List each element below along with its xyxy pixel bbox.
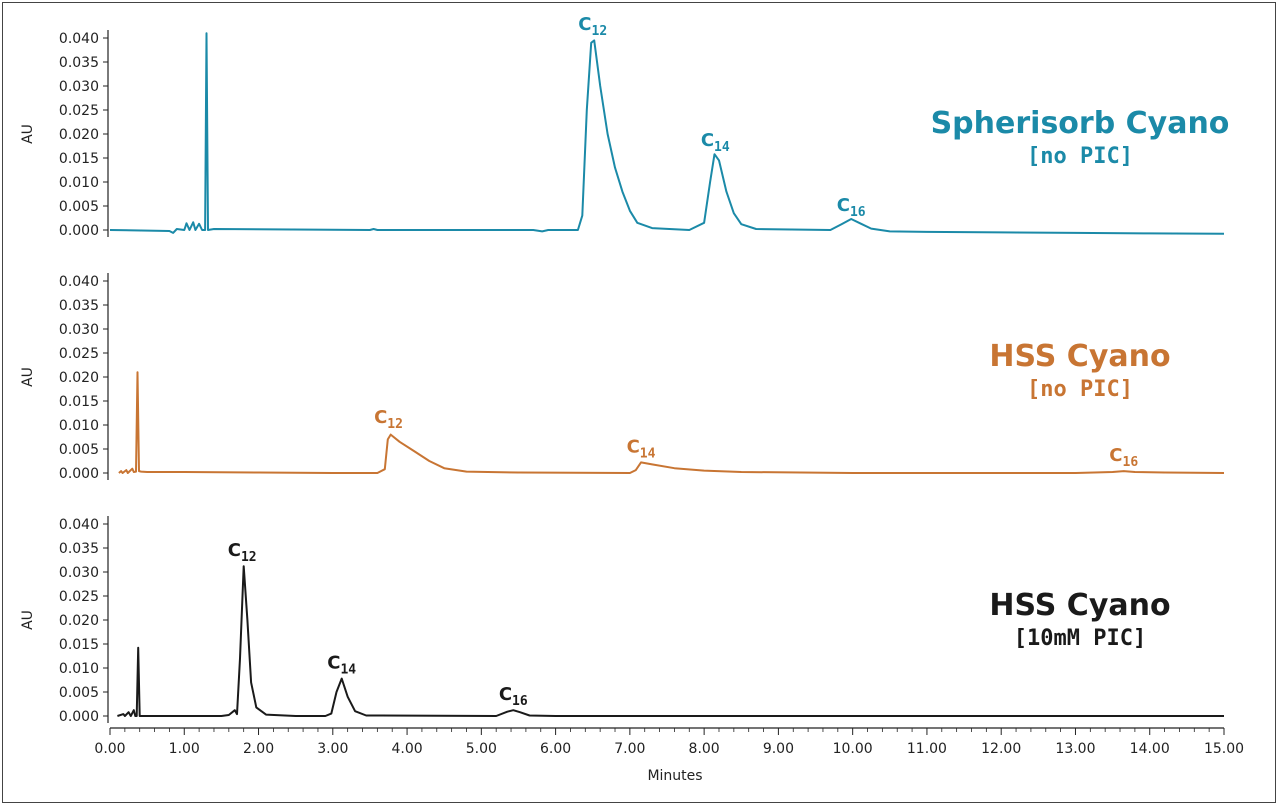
panel-2: 0.000 0.005 0.010 0.015 0.020 0.025 0.030 0.035… — [20, 273, 1225, 482]
y-tick-label: 0.020 — [59, 127, 99, 143]
x-axis: 0.00 1.00 2.00 3.00 4.00 5.00 6.00 7.00 8.00 9.00… — [94, 727, 1244, 757]
panel-title: HSS Cyano — [989, 339, 1170, 374]
peak-label-base: C — [499, 684, 512, 705]
panel-subtitle: [10mM PIC] — [1014, 626, 1146, 651]
peak-label: C12 — [578, 14, 607, 39]
peak-label: C16 — [499, 684, 528, 709]
y-tick-label: 0.025 — [59, 589, 99, 605]
y-tick-label: 0.010 — [59, 418, 99, 434]
panel-subtitle: [no PIC] — [1027, 377, 1133, 402]
y-tick-label: 0.000 — [59, 223, 99, 239]
x-tick-label: 3.00 — [317, 741, 348, 757]
peak-label: C14 — [701, 130, 730, 155]
peak-label-base: C — [374, 407, 387, 428]
peak-label-base: C — [327, 653, 340, 674]
x-tick-label: 2.00 — [243, 741, 274, 757]
panel-3: 0.000 0.005 0.010 0.015 0.020 0.025 0.030 0.035… — [20, 516, 1224, 725]
y-tick-label: 0.035 — [59, 541, 99, 557]
peak-label: C12 — [228, 540, 257, 565]
x-tick-label: 13.00 — [1055, 741, 1095, 757]
peak-label: C14 — [627, 436, 656, 461]
y-tick-label: 0.040 — [59, 274, 99, 290]
y-tick-label: 0.025 — [59, 346, 99, 362]
peak-label-subscript: 16 — [1123, 455, 1139, 470]
peak-label: C16 — [837, 195, 866, 220]
series-line — [117, 565, 1224, 717]
y-tick-label: 0.005 — [59, 199, 99, 215]
y-axis-label: AU — [20, 367, 36, 387]
x-tick-label: 10.00 — [833, 741, 873, 757]
peak-label-subscript: 12 — [592, 24, 608, 39]
x-axis-label: Minutes — [647, 768, 702, 784]
series-line — [109, 32, 1225, 235]
peak-label-base: C — [578, 14, 591, 35]
x-tick-label: 1.00 — [169, 741, 200, 757]
y-tick-label: 0.040 — [59, 517, 99, 533]
y-axis-label: AU — [20, 124, 36, 144]
peak-label: C14 — [327, 653, 356, 678]
peak-label-base: C — [228, 540, 241, 561]
x-tick-label: 4.00 — [391, 741, 422, 757]
x-tick-label: 12.00 — [981, 741, 1021, 757]
y-tick-label: 0.010 — [59, 175, 99, 191]
y-tick-label: 0.020 — [59, 613, 99, 629]
y-tick-label: 0.030 — [59, 79, 99, 95]
y-tick-label: 0.010 — [59, 661, 99, 677]
peak-label-subscript: 14 — [640, 446, 656, 461]
y-tick-label: 0.020 — [59, 370, 99, 386]
peak-label: C16 — [1109, 445, 1138, 470]
peak-label-subscript: 14 — [340, 663, 356, 678]
y-axis-label: AU — [20, 610, 36, 630]
peak-label-subscript: 12 — [387, 417, 403, 432]
peak-label-subscript: 16 — [850, 205, 866, 220]
y-tick-label: 0.035 — [59, 55, 99, 71]
peak-label-subscript: 16 — [512, 694, 528, 709]
peak-label-base: C — [837, 195, 850, 216]
x-tick-label: 9.00 — [763, 741, 794, 757]
y-tick-label: 0.000 — [59, 709, 99, 725]
peak-label-subscript: 12 — [241, 550, 257, 565]
y-tick-label: 0.000 — [59, 466, 99, 482]
y-tick-label: 0.015 — [59, 637, 99, 653]
x-tick-label: 15.00 — [1204, 741, 1244, 757]
x-tick-label: 7.00 — [614, 741, 645, 757]
y-tick-label: 0.025 — [59, 103, 99, 119]
x-tick-label: 14.00 — [1130, 741, 1170, 757]
y-tick-label: 0.005 — [59, 685, 99, 701]
series-line — [118, 371, 1225, 474]
panel-title: Spherisorb Cyano — [931, 106, 1230, 141]
y-tick-label: 0.040 — [59, 31, 99, 47]
y-tick-label: 0.015 — [59, 151, 99, 167]
x-tick-label: 11.00 — [907, 741, 947, 757]
peak-label-subscript: 14 — [714, 140, 730, 155]
x-tick-label: 6.00 — [540, 741, 571, 757]
x-tick-label: 8.00 — [689, 741, 720, 757]
y-tick-label: 0.030 — [59, 322, 99, 338]
panel-title: HSS Cyano — [989, 588, 1170, 623]
y-tick-label: 0.005 — [59, 442, 99, 458]
panel-subtitle: [no PIC] — [1027, 144, 1133, 169]
peak-label-base: C — [1109, 445, 1122, 466]
panel-1: 0.000 0.005 0.010 0.015 0.020 0.025 0.030 0.035… — [20, 14, 1229, 239]
peak-label-base: C — [627, 436, 640, 457]
x-tick-label: 5.00 — [466, 741, 497, 757]
peak-label: C12 — [374, 407, 403, 432]
y-tick-label: 0.035 — [59, 298, 99, 314]
y-tick-label: 0.015 — [59, 394, 99, 410]
x-tick-label: 0.00 — [94, 741, 125, 757]
peak-label-base: C — [701, 130, 714, 151]
y-tick-label: 0.030 — [59, 565, 99, 581]
